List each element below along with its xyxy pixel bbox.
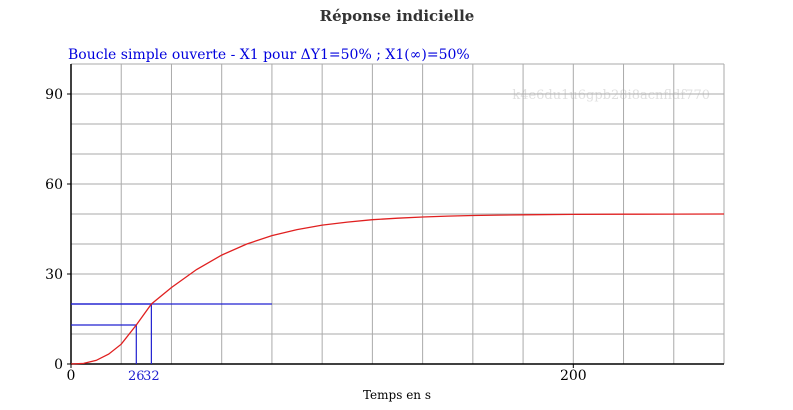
x-tick-label: 0 — [67, 368, 76, 384]
annotation-label: 32 — [143, 369, 160, 384]
axes — [70, 64, 724, 365]
y-tick-label: 90 — [45, 87, 63, 103]
y-tick-label: 30 — [45, 267, 63, 283]
y-tick-label: 0 — [54, 357, 63, 373]
response-curve — [70, 213, 725, 365]
annotation-label: 26 — [128, 369, 145, 384]
chart-subtitle: Boucle simple ouverte - X1 pour ΔY1=50% … — [68, 47, 470, 63]
reference-lines — [71, 303, 272, 364]
x-tick-label: 200 — [560, 368, 587, 384]
series — [70, 213, 725, 365]
chart-title: Réponse indicielle — [320, 7, 475, 25]
chart-watermark: k4e6du1u6gpb28i8acnfldf770 — [512, 88, 710, 103]
x-axis-label: Temps en s — [363, 388, 431, 402]
y-tick-label: 60 — [45, 177, 63, 193]
